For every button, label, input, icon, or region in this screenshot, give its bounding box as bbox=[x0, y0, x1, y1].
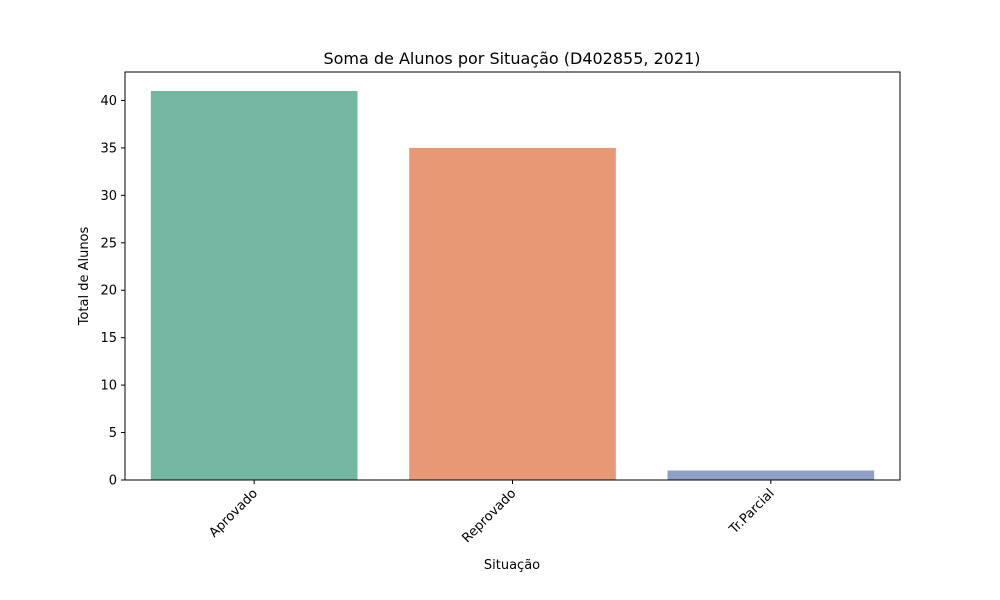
bar-aprovado bbox=[150, 90, 358, 480]
y-tick-label: 30 bbox=[100, 189, 117, 204]
chart-title: Soma de Alunos por Situação (D402855, 20… bbox=[323, 49, 700, 68]
plot-frame bbox=[124, 71, 901, 481]
y-tick-label: 10 bbox=[100, 379, 117, 394]
x-tick-label: Tr.Parcial bbox=[726, 486, 778, 538]
x-tick-label: Reprovado bbox=[460, 486, 520, 546]
bar-reprovado bbox=[409, 147, 616, 480]
y-tick-label: 35 bbox=[100, 141, 117, 156]
y-tick-label: 40 bbox=[100, 94, 117, 109]
x-axis-ticks: Aprovado Reprovado Tr.Parcial bbox=[207, 480, 778, 546]
y-tick-label: 5 bbox=[109, 426, 117, 441]
x-tick-label: Aprovado bbox=[207, 486, 261, 540]
bar-tr-parcial bbox=[667, 470, 875, 480]
y-axis-ticks: 0 5 10 15 20 25 30 35 40 bbox=[100, 94, 125, 489]
bars-group bbox=[150, 90, 875, 480]
y-tick-label: 20 bbox=[100, 284, 117, 299]
y-tick-label: 15 bbox=[100, 331, 117, 346]
y-tick-label: 0 bbox=[109, 474, 117, 489]
y-tick-label: 25 bbox=[100, 236, 117, 251]
x-axis-label: Situação bbox=[484, 558, 540, 573]
y-axis-label: Total de Alunos bbox=[77, 226, 92, 326]
